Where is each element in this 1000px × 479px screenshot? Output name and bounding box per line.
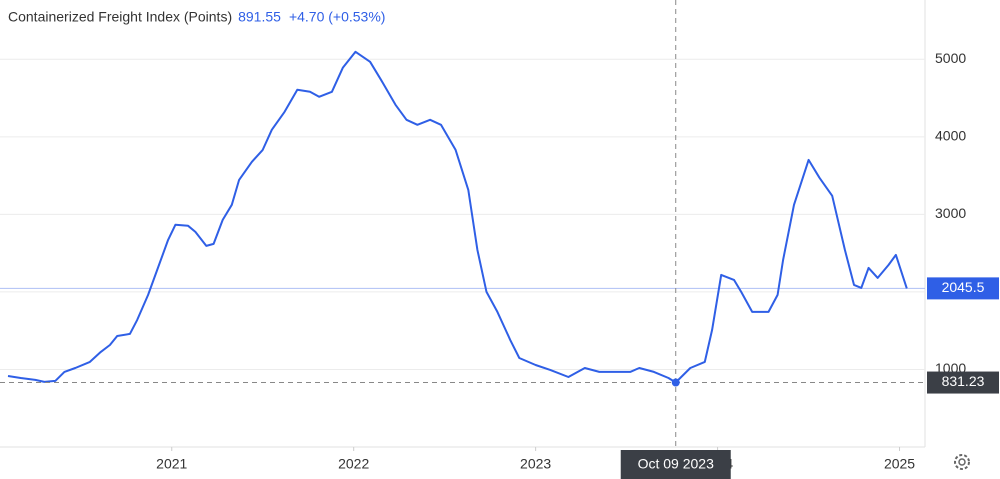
x-tick-label: 2022 <box>338 456 369 472</box>
price-change: +4.70 (+0.53%) <box>289 9 386 25</box>
y-tick-label: 4000 <box>935 128 966 144</box>
last-value-label: 2045.5 <box>942 279 985 295</box>
y-tick-label: 3000 <box>935 205 966 221</box>
x-tick-label: 2023 <box>520 456 551 472</box>
crosshair-x-label: Oct 09 2023 <box>638 456 714 472</box>
last-value-box <box>927 277 999 300</box>
crosshair-y-box <box>927 371 999 394</box>
settings-icon[interactable] <box>954 454 970 470</box>
x-tick-label: 2025 <box>884 456 915 472</box>
y-tick-label: 5000 <box>935 50 966 66</box>
x-tick-label: 2021 <box>156 456 187 472</box>
crosshair-y-label: 831.23 <box>942 373 985 389</box>
price: 891.55 <box>238 9 281 25</box>
chart-title: Containerized Freight Index (Points) <box>8 9 232 25</box>
crosshair-point <box>671 378 680 387</box>
crosshair-x-box <box>620 450 731 479</box>
series-line <box>7 50 908 384</box>
